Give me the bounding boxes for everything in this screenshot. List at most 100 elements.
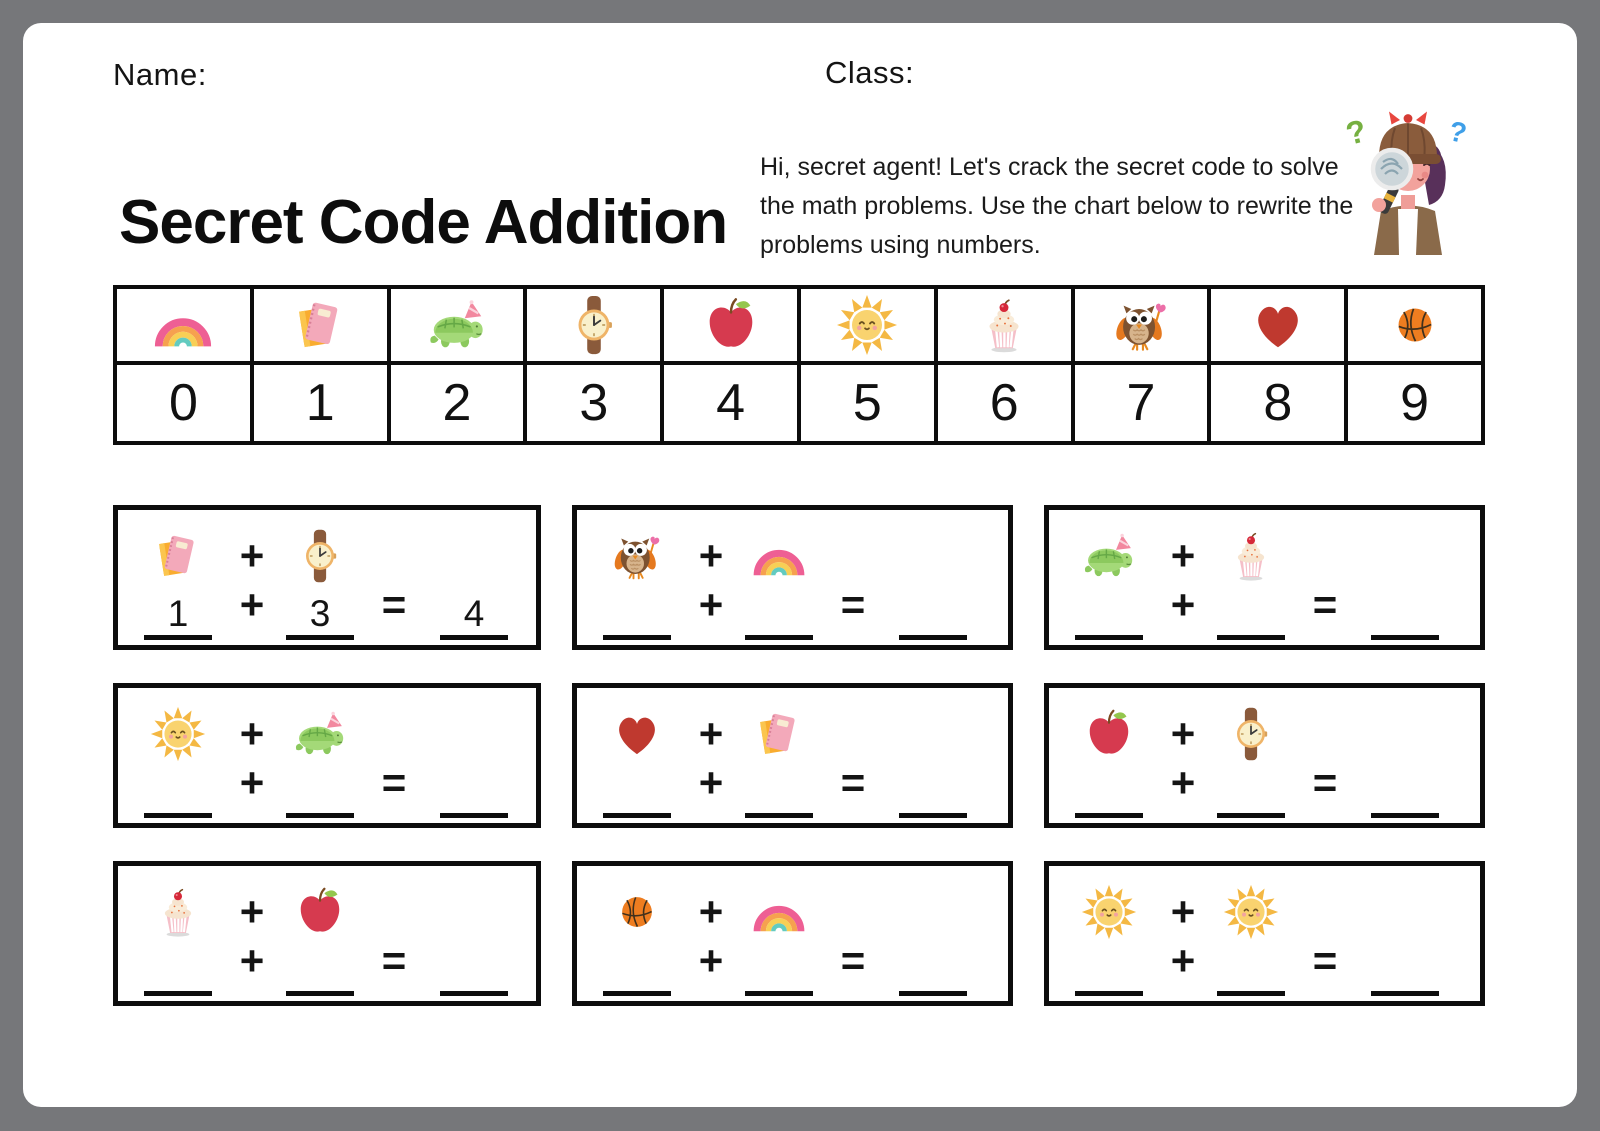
equals-sign: =	[381, 759, 407, 806]
apple-icon	[1081, 706, 1137, 762]
problem-answer-row: + =	[1049, 584, 1480, 640]
answer-blank-a[interactable]: 1	[144, 594, 212, 640]
watch-icon	[1223, 706, 1279, 762]
problem-symbol-row: +	[118, 528, 536, 584]
problem-symbol-row: +	[1049, 528, 1480, 584]
worksheet-card: Name: Class: Secret Code Addition Hi, se…	[23, 23, 1577, 1107]
rainbow-icon	[751, 884, 807, 940]
plus-sign: +	[239, 888, 265, 935]
problem-answer-row: + =	[1049, 762, 1480, 818]
equals-sign: =	[1312, 759, 1338, 806]
answer-blank-b[interactable]	[286, 950, 354, 996]
sun-icon	[800, 289, 934, 365]
answer-blank-sum[interactable]	[899, 594, 967, 640]
answer-blank-sum[interactable]	[1371, 950, 1439, 996]
plus-sign: +	[1170, 759, 1196, 806]
chart-digit: 9	[1400, 374, 1430, 432]
answer-blank-sum[interactable]: 4	[440, 594, 508, 640]
answer-blank-sum[interactable]	[440, 950, 508, 996]
basketball-icon	[1348, 289, 1481, 365]
instructions-text: Hi, secret agent! Let's crack the secret…	[760, 153, 1354, 259]
answer-blank-b[interactable]	[1217, 950, 1285, 996]
problem-answer-row: + =	[577, 762, 1008, 818]
answer-blank-a[interactable]	[1075, 594, 1143, 640]
plus-sign: +	[239, 532, 265, 579]
answer-blank-a[interactable]	[144, 772, 212, 818]
equals-sign: =	[840, 759, 866, 806]
chart-column: 6	[937, 289, 1075, 441]
answer-blank-a[interactable]	[1075, 950, 1143, 996]
apple-icon	[292, 884, 348, 940]
problem-answer-row: + =	[577, 584, 1008, 640]
turtle-icon	[1081, 528, 1137, 584]
class-label: Class:	[825, 55, 915, 90]
equals-sign: =	[840, 581, 866, 628]
turtle-icon	[390, 289, 524, 365]
problem-symbol-row: +	[577, 706, 1008, 762]
answer-blank-b[interactable]	[745, 772, 813, 818]
answer-blank-sum[interactable]	[899, 772, 967, 818]
chart-digit: 2	[442, 374, 472, 432]
plus-sign: +	[698, 937, 724, 984]
answer-blank-b[interactable]	[745, 950, 813, 996]
answer-blank-b[interactable]: 3	[286, 594, 354, 640]
equals-sign: =	[381, 581, 407, 628]
cupcake-icon	[937, 289, 1071, 365]
answer-blank-b[interactable]	[745, 594, 813, 640]
notebook-icon	[751, 706, 807, 762]
problem-symbol-row: +	[1049, 706, 1480, 762]
answer-blank-b[interactable]	[286, 772, 354, 818]
answer-blank-b[interactable]	[1217, 772, 1285, 818]
equals-sign: =	[1312, 937, 1338, 984]
plus-sign: +	[698, 710, 724, 757]
plus-sign: +	[1170, 581, 1196, 628]
plus-sign: +	[698, 888, 724, 935]
problem-box: + + =	[572, 861, 1013, 1006]
equals-sign: =	[381, 937, 407, 984]
problems-grid: +1 +3 = 4 + + = + + = + + = + + = + + = + + = + + = + + =	[113, 505, 1485, 1006]
chart-digit: 5	[852, 374, 882, 432]
basketball-icon	[609, 884, 665, 940]
answer-blank-sum[interactable]	[899, 950, 967, 996]
problem-answer-row: + =	[577, 940, 1008, 996]
heart-icon	[609, 706, 665, 762]
answer-blank-sum[interactable]	[1371, 772, 1439, 818]
problem-box: + + =	[1044, 505, 1485, 650]
plus-sign: +	[1170, 937, 1196, 984]
turtle-icon	[292, 706, 348, 762]
detective-girl-icon	[1345, 105, 1469, 255]
chart-digit: 8	[1263, 374, 1293, 432]
problem-symbol-row: +	[577, 528, 1008, 584]
sun-icon	[1223, 884, 1279, 940]
equals-sign: =	[840, 937, 866, 984]
sun-icon	[150, 706, 206, 762]
answer-blank-a[interactable]	[144, 950, 212, 996]
answer-blank-a[interactable]	[1075, 772, 1143, 818]
plus-sign: +	[698, 532, 724, 579]
problem-box: + + =	[1044, 861, 1485, 1006]
problem-box: + + =	[113, 683, 541, 828]
problem-answer-row: + =	[118, 940, 536, 996]
chart-digit: 0	[168, 374, 198, 432]
apple-icon	[664, 289, 797, 365]
problem-answer-row: 1 +3 = 4	[118, 584, 536, 640]
answer-blank-sum[interactable]	[1371, 594, 1439, 640]
cupcake-icon	[1223, 528, 1279, 584]
chart-column: 3	[527, 289, 665, 441]
chart-digit: 7	[1126, 374, 1156, 432]
answer-blank-sum[interactable]	[440, 772, 508, 818]
answer-blank-b[interactable]	[1217, 594, 1285, 640]
owl-icon	[1074, 289, 1208, 365]
answer-blank-a[interactable]	[603, 594, 671, 640]
watch-icon	[527, 289, 661, 365]
answer-blank-a[interactable]	[603, 950, 671, 996]
chart-digit: 6	[989, 374, 1019, 432]
owl-icon	[609, 528, 665, 584]
code-chart: 0 1 2 3 4 5 6	[113, 285, 1485, 445]
problem-symbol-row: +	[118, 884, 536, 940]
answer-blank-a[interactable]	[603, 772, 671, 818]
plus-sign: +	[698, 759, 724, 806]
rainbow-icon	[751, 528, 807, 584]
chart-digit: 1	[305, 374, 335, 432]
